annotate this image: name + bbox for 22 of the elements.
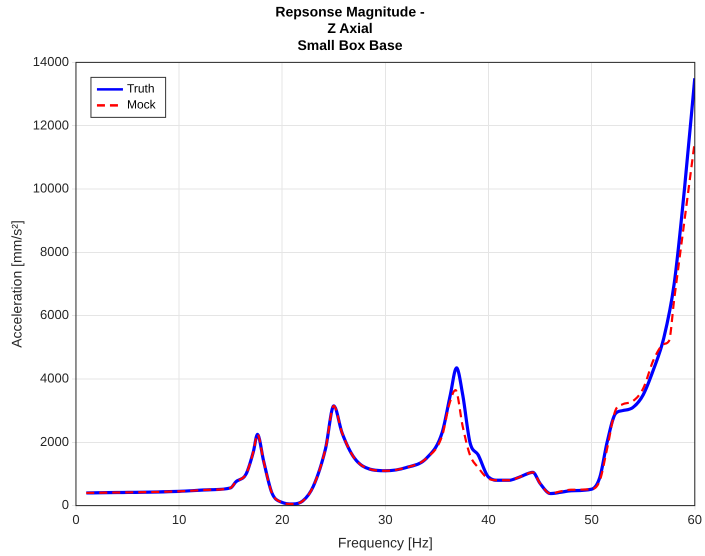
y-axis-title: Acceleration [mm/s²] bbox=[8, 220, 24, 348]
x-tick-label: 20 bbox=[274, 512, 290, 527]
x-axis-title: Frequency [Hz] bbox=[338, 534, 433, 550]
y-tick-label: 10000 bbox=[32, 180, 69, 196]
legend-label: Truth bbox=[126, 82, 155, 96]
text: Small Box Base bbox=[297, 36, 403, 53]
x-tick-label: 40 bbox=[481, 512, 496, 527]
y-tick-label: 4000 bbox=[40, 370, 69, 386]
y-tick-label: 8000 bbox=[40, 244, 69, 259]
x-tick-label: 50 bbox=[584, 512, 599, 527]
y-tick-label: 12000 bbox=[32, 117, 69, 132]
y-tick-label: 0 bbox=[62, 497, 69, 512]
legend-label: Mock bbox=[126, 98, 157, 112]
x-tick-label: 0 bbox=[72, 512, 80, 527]
x-tick-label: 10 bbox=[172, 512, 186, 527]
x-tick-label: 60 bbox=[688, 512, 702, 527]
y-tick-label: 14000 bbox=[32, 54, 69, 69]
text: Repsonse Magnitude - bbox=[275, 3, 425, 20]
x-tick-label: 30 bbox=[378, 512, 393, 527]
y-tick-label: 2000 bbox=[40, 434, 69, 449]
text: Z Axial bbox=[327, 20, 373, 36]
y-tick-label: 6000 bbox=[40, 307, 69, 322]
